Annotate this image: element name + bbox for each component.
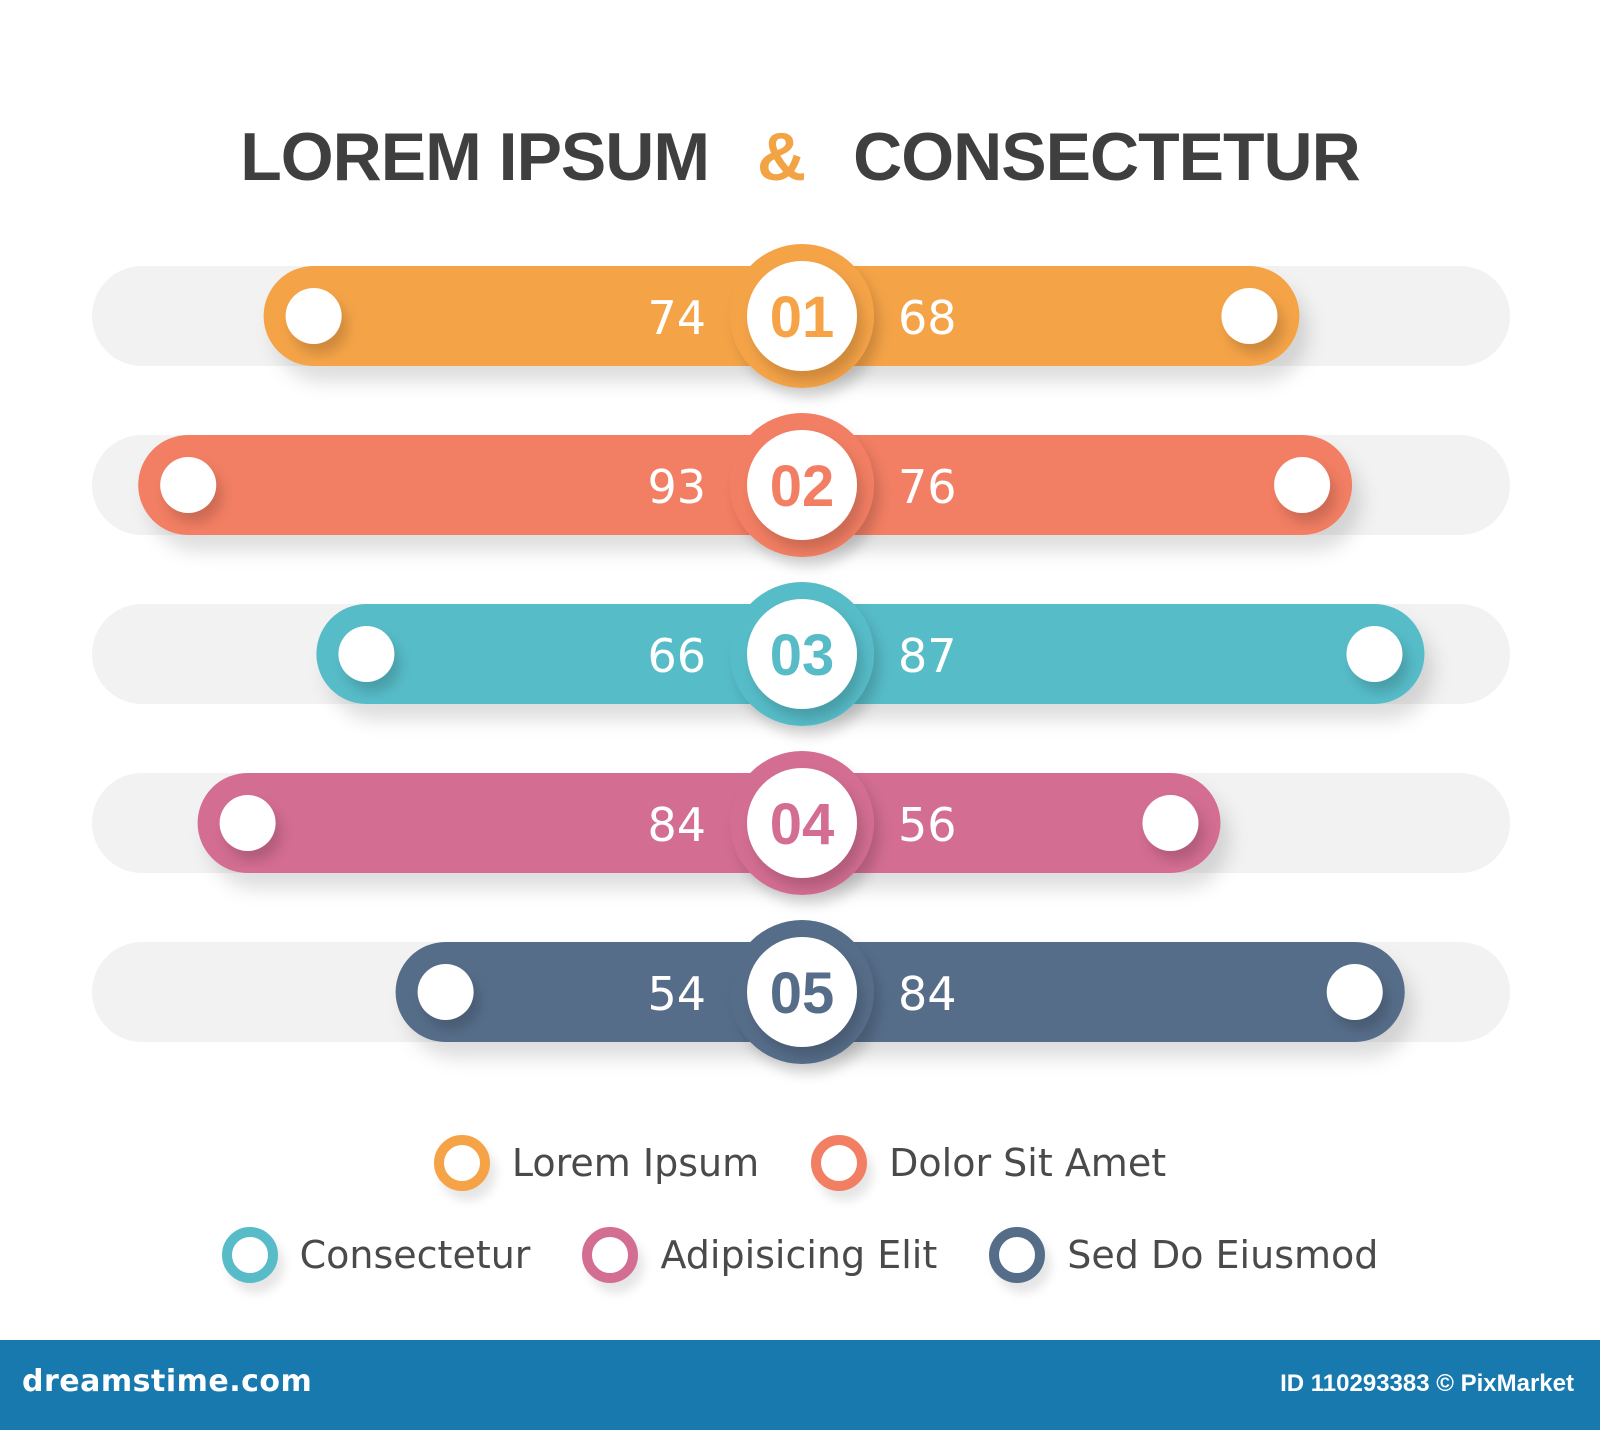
badge-center-01 (747, 261, 857, 371)
legend-label-sed-do-eiusmod: Sed Do Eiusmod (1067, 1233, 1379, 1277)
legend-item-dolor-sit-amet: Dolor Sit Amet (811, 1135, 1166, 1191)
bar-start-dot-04 (219, 795, 276, 851)
legend-row-1: Lorem Ipsum Dolor Sit Amet (0, 1128, 1600, 1198)
value-label-right-04: 56 (898, 798, 957, 852)
bar-start-dot-01 (285, 288, 342, 344)
title-ampersand: & (757, 119, 806, 195)
title-right: CONSECTETUR (853, 119, 1361, 195)
legend-item-sed-do-eiusmod: Sed Do Eiusmod (989, 1227, 1378, 1283)
legend-label-consectetur: Consectetur (299, 1233, 531, 1277)
category-label-04: 04 (770, 792, 835, 857)
bar-start-dot-02 (160, 457, 217, 513)
chart-title: LOREM IPSUM & CONSECTETUR (0, 118, 1600, 196)
legend-item-lorem-ipsum: Lorem Ipsum (433, 1135, 760, 1191)
diverging-bar-chart: 74 68 01 93 76 02 66 87 03 84 56 04 54 84 05 (92, 244, 1510, 1064)
legend: Lorem Ipsum Dolor Sit Amet Consectetur A… (0, 1128, 1600, 1312)
badge-center-04 (747, 768, 857, 878)
badge-center-03 (747, 599, 857, 709)
value-label-left-02: 93 (647, 460, 706, 514)
value-label-right-01: 68 (898, 291, 957, 345)
legend-swatch-sed-do-eiusmod (989, 1227, 1046, 1283)
legend-swatch-adipisicing-elit (582, 1227, 639, 1283)
value-label-left-03: 66 (647, 629, 706, 683)
footer-image-id: ID 110293383 © PixMarket (1280, 1370, 1574, 1397)
footer-banner: dreamstime.com ID 110293383 © PixMarket (0, 1340, 1600, 1430)
bar-05 (395, 942, 1405, 1042)
legend-item-consectetur: Consectetur (221, 1227, 531, 1283)
value-label-left-01: 74 (647, 291, 706, 345)
legend-row-2: Consectetur Adipisicing Elit Sed Do Eius… (0, 1220, 1600, 1290)
badge-center-02 (747, 430, 857, 540)
legend-swatch-dolor-sit-amet (811, 1135, 868, 1191)
value-label-right-02: 76 (898, 460, 957, 514)
bar-end-dot-05 (1326, 964, 1383, 1020)
bar-04 (197, 773, 1221, 873)
bar-start-dot-05 (417, 964, 474, 1020)
footer-site-name: dreamstime.com (22, 1364, 313, 1399)
legend-label-dolor-sit-amet: Dolor Sit Amet (889, 1141, 1167, 1185)
value-label-right-05: 84 (898, 967, 957, 1021)
category-label-05: 05 (770, 961, 835, 1026)
legend-swatch-lorem-ipsum (433, 1135, 490, 1191)
legend-label-lorem-ipsum: Lorem Ipsum (511, 1141, 760, 1185)
category-label-03: 03 (770, 623, 835, 688)
value-label-right-03: 87 (898, 629, 957, 683)
badge-center-05 (747, 937, 857, 1047)
title-left: LOREM IPSUM (240, 119, 710, 195)
value-label-left-04: 84 (647, 798, 706, 852)
bar-end-dot-01 (1221, 288, 1278, 344)
category-label-02: 02 (770, 454, 835, 519)
bar-end-dot-04 (1142, 795, 1199, 851)
category-label-01: 01 (770, 285, 835, 350)
legend-label-adipisicing-elit: Adipisicing Elit (660, 1233, 938, 1277)
legend-swatch-consectetur (221, 1227, 278, 1283)
legend-item-adipisicing-elit: Adipisicing Elit (582, 1227, 937, 1283)
value-label-left-05: 54 (647, 967, 706, 1021)
bar-start-dot-03 (338, 626, 395, 682)
bar-end-dot-02 (1274, 457, 1331, 513)
bar-end-dot-03 (1346, 626, 1403, 682)
